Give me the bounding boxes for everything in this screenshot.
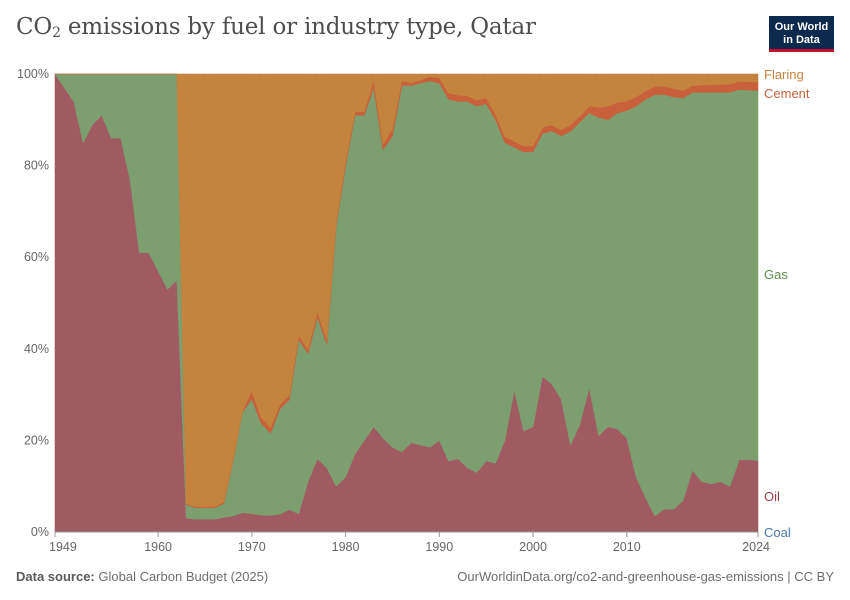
y-tick-label: 20% [24,433,49,447]
x-tick-label: 1980 [332,540,360,554]
y-tick-label: 40% [24,342,49,356]
legend-flaring: Flaring [764,67,804,82]
page-title: CO2 emissions by fuel or industry type, … [16,14,536,41]
area-flaring [55,73,759,508]
x-tick-label: 1970 [238,540,266,554]
legend-coal: Coal [764,525,791,540]
y-tick-label: 60% [24,250,49,264]
x-tick-label: 1990 [425,540,453,554]
y-tick-label: 0% [31,525,49,539]
y-tick-label: 100% [17,67,49,81]
x-tick-label: 1949 [49,540,77,554]
x-tick-label: 1960 [144,540,172,554]
legend-gas: Gas [764,267,788,282]
chart-areas [54,73,759,533]
data-source: Data source: Global Carbon Budget (2025) [16,569,269,584]
owid-logo[interactable]: Our World in Data [769,16,834,52]
x-tick-label: 2010 [613,540,641,554]
x-tick-label: 2000 [519,540,547,554]
legend-oil: Oil [764,489,780,504]
y-axis-ticks: 0% 20% 40% 60% 80% 100% [17,67,49,539]
area-chart: 0% 20% 40% 60% 80% 100% 1949 1960 1970 1980 1990 2… [17,67,810,554]
y-tick-label: 80% [24,159,49,173]
source-url[interactable]: OurWorldinData.org/co2-and-greenhouse-ga… [457,569,834,584]
x-tick-label: 2024 [742,540,770,554]
chart-legend: Flaring Cement Gas Oil Coal [764,67,810,540]
x-axis-ticks: 1949 1960 1970 1980 1990 2000 2010 2024 [49,531,770,554]
legend-cement: Cement [764,86,810,101]
